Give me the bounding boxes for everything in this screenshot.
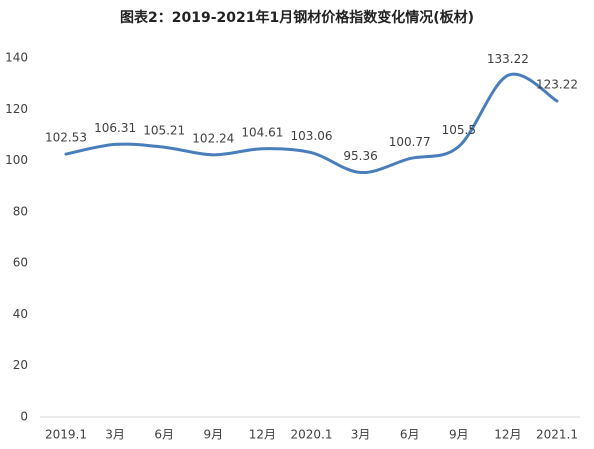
- data-label: 106.31: [94, 121, 136, 135]
- y-tick-label: 100: [5, 153, 28, 167]
- y-tick-label: 20: [13, 358, 28, 372]
- data-label: 102.24: [192, 131, 234, 145]
- x-tick-label: 3月: [105, 428, 125, 442]
- data-label: 105.5: [442, 123, 476, 137]
- x-tick-label: 2019.1: [45, 428, 87, 442]
- data-label: 95.36: [343, 149, 377, 163]
- data-label: 104.61: [241, 125, 283, 139]
- x-tick-label: 2021.1: [536, 428, 578, 442]
- y-tick-label: 0: [20, 410, 28, 424]
- x-tick-label: 9月: [449, 428, 469, 442]
- y-tick-label: 140: [5, 51, 28, 65]
- x-tick-label: 2020.1: [291, 428, 333, 442]
- data-label: 123.22: [536, 78, 578, 92]
- x-tick-label: 12月: [249, 428, 276, 442]
- y-tick-label: 80: [13, 204, 28, 218]
- chart-title: 图表2：2019-2021年1月钢材价格指数变化情况(板材): [120, 9, 474, 26]
- x-tick-label: 6月: [400, 428, 420, 442]
- y-tick-label: 120: [5, 102, 28, 116]
- data-label: 103.06: [291, 129, 333, 143]
- x-tick-label: 12月: [494, 428, 521, 442]
- x-tick-label: 3月: [351, 428, 371, 442]
- x-tick-label: 9月: [203, 428, 223, 442]
- y-tick-label: 40: [13, 307, 28, 321]
- data-label: 133.22: [487, 52, 529, 66]
- data-label: 102.53: [45, 131, 87, 145]
- y-tick-label: 60: [13, 256, 28, 270]
- data-label: 105.21: [143, 124, 185, 138]
- data-label: 100.77: [389, 135, 431, 149]
- x-tick-label: 6月: [154, 428, 174, 442]
- line: [64, 72, 559, 174]
